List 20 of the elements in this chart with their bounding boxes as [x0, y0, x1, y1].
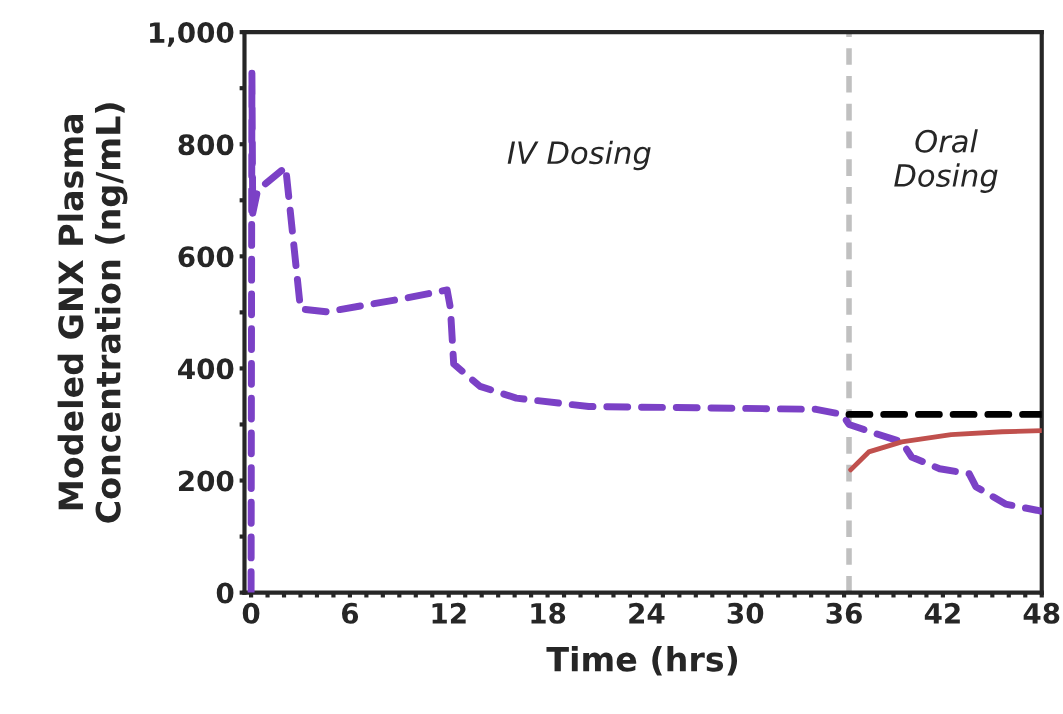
- x-tick-label: 42: [924, 602, 960, 624]
- y-tick-label: 400: [178, 358, 234, 380]
- line-series: [848, 428, 1042, 473]
- x-tick-label: 18: [531, 602, 566, 624]
- x-tick-label: 30: [727, 602, 764, 624]
- x-tick-label: 0: [242, 602, 260, 624]
- y-tick-label: 800: [178, 134, 234, 156]
- x-tick-label: 12: [432, 602, 466, 624]
- annotation: Oral Dosing: [894, 129, 998, 193]
- annotation: IV Dosing: [507, 140, 651, 171]
- y-tick-label: 200: [178, 470, 234, 492]
- y-tick-label: 600: [178, 246, 234, 268]
- x-tick-label: 36: [826, 602, 862, 624]
- x-tick-label: 48: [1023, 602, 1060, 624]
- y-axis-title: Modeled GNX Plasma Concentration (ng/mL): [57, 103, 128, 523]
- x-tick-label: 6: [341, 602, 359, 624]
- x-tick-label: 24: [629, 602, 665, 624]
- x-axis-title: Time (hrs): [546, 645, 738, 676]
- y-tick-label: 0: [216, 582, 234, 604]
- y-tick-label: 1,000: [150, 22, 234, 47]
